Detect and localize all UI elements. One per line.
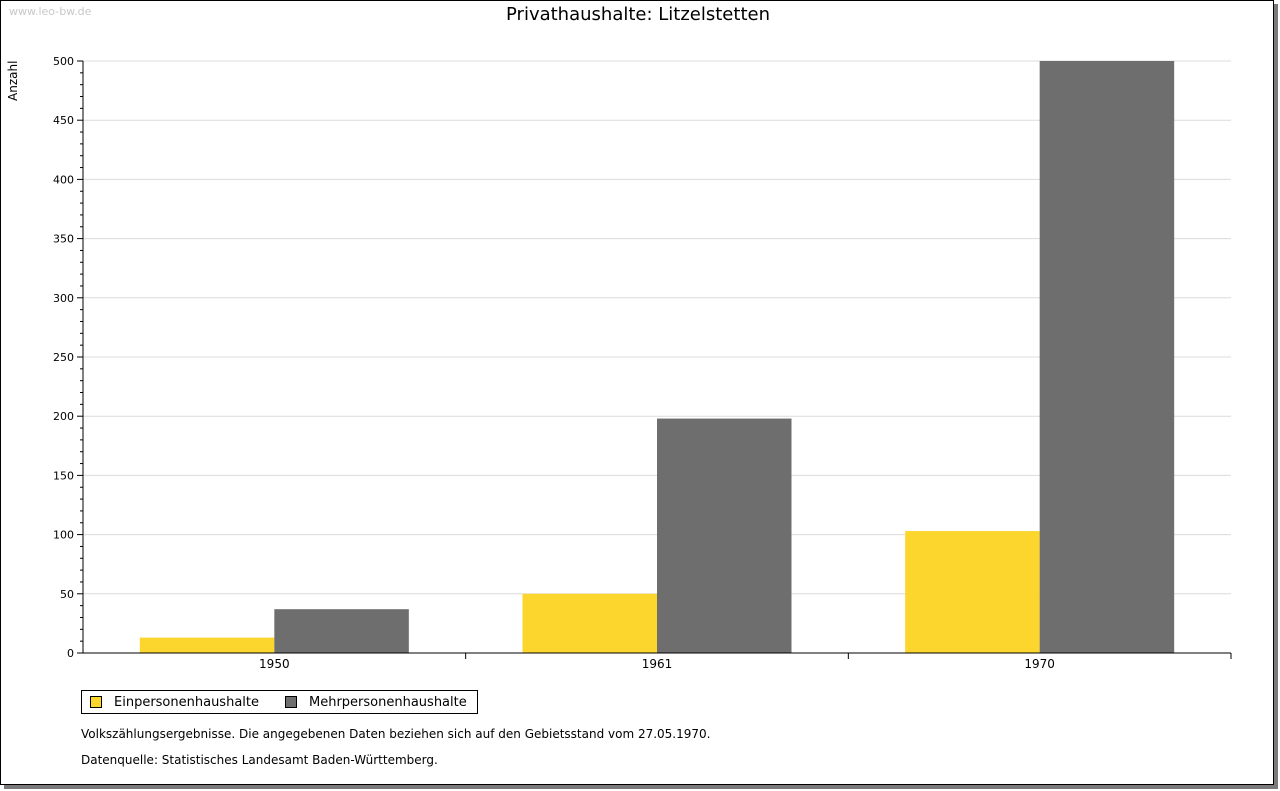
note-source: Datenquelle: Statistisches Landesamt Bad… xyxy=(81,753,438,767)
chart-title: Privathaushalte: Litzelstetten xyxy=(506,4,770,25)
y-tick-label: 50 xyxy=(60,588,74,601)
legend-label-mehrpersonenhaushalte: Mehrpersonenhaushalte xyxy=(309,694,467,710)
y-tick-label: 200 xyxy=(53,410,74,423)
legend-swatch-einpersonenhaushalte xyxy=(90,696,102,708)
legend-item-mehrpersonenhaushalte: Mehrpersonenhaushalte xyxy=(285,695,467,710)
y-tick-label: 0 xyxy=(67,647,74,660)
y-tick-label: 350 xyxy=(53,233,74,246)
bar-chart: 0 50 100 150 200 250 300 350 400 450 500 1950 1961 19… xyxy=(53,55,1232,671)
y-tick-label: 450 xyxy=(53,114,74,127)
legend-swatch-mehrpersonenhaushalte xyxy=(285,696,297,708)
y-tick-label: 100 xyxy=(53,529,74,542)
legend-label-einpersonenhaushalte: Einpersonenhaushalte xyxy=(114,694,259,710)
bar-einpersonenhaushalte-1961 xyxy=(522,593,657,653)
y-tick-label: 300 xyxy=(53,292,74,305)
x-tick-label: 1961 xyxy=(642,657,673,671)
legend: Einpersonenhaushalte Mehrpersonenhaushal… xyxy=(81,690,478,714)
bar-einpersonenhaushalte-1950 xyxy=(139,637,275,653)
y-tick-label: 400 xyxy=(53,173,74,186)
x-tick-label: 1970 xyxy=(1024,657,1055,671)
legend-item-einpersonenhaushalte: Einpersonenhaushalte xyxy=(90,695,259,710)
bar-mehrpersonenhaushalte-1950 xyxy=(274,609,409,653)
x-tick-label: 1950 xyxy=(259,657,290,671)
note-census: Volkszählungsergebnisse. Die angegebenen… xyxy=(81,727,711,741)
watermark: www.leo-bw.de xyxy=(9,5,92,18)
y-tick-label: 500 xyxy=(53,55,74,68)
y-tick-label: 250 xyxy=(53,351,74,364)
bar-einpersonenhaushalte-1970 xyxy=(905,531,1040,653)
y-tick-label: 150 xyxy=(53,469,74,482)
bar-mehrpersonenhaushalte-1961 xyxy=(657,418,792,653)
bar-mehrpersonenhaushalte-1970 xyxy=(1039,61,1175,653)
